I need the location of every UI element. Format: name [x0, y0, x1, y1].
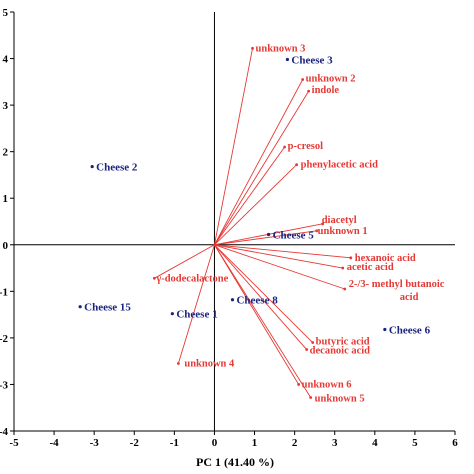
y-tick-label: -1 — [0, 286, 8, 298]
loading-vector — [214, 146, 285, 246]
loading-vector — [214, 48, 253, 245]
loading-vector — [154, 244, 215, 279]
x-tick-label: 4 — [372, 437, 378, 449]
sample-point-cheese-1 — [170, 312, 174, 316]
loading-vector-tip — [295, 163, 299, 167]
loading-vector-tip — [349, 256, 353, 260]
loading-label-2-3-methyl-butanoic-acid: 2-/3- methyl butanoic acid — [349, 279, 445, 303]
x-tick-label: -5 — [9, 437, 19, 449]
loading-vector — [214, 164, 297, 246]
loading-vector — [214, 244, 351, 259]
x-tick-label: 5 — [412, 437, 418, 449]
x-tick-label: 1 — [252, 437, 258, 449]
y-tick-label: 4 — [3, 54, 9, 66]
loading-vector — [214, 230, 317, 246]
loading-vector — [214, 244, 343, 269]
y-tick-label: 0 — [3, 240, 9, 252]
loading-label-phenylacetic-acid: phenylacetic acid — [301, 160, 378, 171]
x-tick-label: 3 — [332, 437, 338, 449]
loading-label-unknown-1: unknown 1 — [318, 226, 368, 237]
loading-label-unknown-3: unknown 3 — [256, 43, 306, 54]
sample-point-cheese-2 — [90, 164, 94, 169]
y-tick-label: 1 — [3, 193, 9, 205]
y-tick-label: -3 — [0, 379, 8, 391]
loading-label-indole: indole — [312, 85, 340, 96]
loading-vector — [214, 244, 313, 343]
sample-label-cheese-15: Cheese 15 — [84, 302, 131, 314]
loading-vector — [214, 244, 312, 398]
x-tick-label: -1 — [170, 437, 179, 449]
sample-point-cheese-3 — [285, 57, 290, 62]
sample-label-cheese-6: Cheese 6 — [389, 325, 431, 337]
sample-point-cheese-5 — [266, 232, 271, 237]
loading-vector-tip — [309, 396, 313, 399]
loading-vector-tip — [343, 287, 347, 291]
loading-label-decanoic-acid: decanoic acid — [310, 346, 371, 357]
sample-point-cheese-6 — [383, 327, 387, 332]
loading-vector — [177, 244, 215, 364]
y-tick-label: -2 — [0, 333, 8, 345]
samples-layer: Cheese 2 Cheese 3 Cheese 5 Cheese 15 Cheese … — [78, 54, 431, 337]
loading-label-unknown-6: unknown 6 — [302, 379, 352, 390]
loading-vector — [214, 90, 310, 246]
loading-label-unknown-2: unknown 2 — [306, 74, 356, 85]
loading-vector — [214, 244, 308, 350]
loading-vector — [214, 79, 304, 245]
x-tick-label: -2 — [130, 437, 140, 449]
loading-vector — [214, 244, 300, 385]
x-tick-label: 0 — [212, 437, 218, 449]
loading-label-p-cresol: p-cresol — [288, 141, 323, 152]
loading-label-hexanoic-acid: hexanoic acid — [355, 253, 416, 264]
loading-vector-tip — [341, 266, 345, 270]
y-tick-label: 3 — [3, 100, 9, 112]
loading-vector-tip — [251, 46, 254, 50]
loading-vector-tip — [297, 383, 301, 386]
sample-label-cheese-1: Cheese 1 — [176, 309, 217, 321]
x-tick-label: -3 — [90, 437, 100, 449]
loading-vector-tip — [315, 229, 319, 233]
loading-vector-tip — [321, 222, 325, 226]
loading-vector — [214, 244, 345, 290]
loading-vector-tip — [311, 341, 315, 344]
loading-vector-tip — [305, 348, 309, 351]
sample-label-cheese-3: Cheese 3 — [291, 54, 333, 66]
y-tick-label: -4 — [0, 426, 8, 438]
sample-point-cheese-15 — [78, 305, 82, 309]
y-tick-label: 2 — [3, 147, 9, 159]
sample-label-cheese-5: Cheese 5 — [273, 230, 315, 242]
y-tick-label: 5 — [3, 7, 9, 19]
loading-vector-tip — [176, 362, 180, 365]
loading-vector-tip — [152, 276, 156, 280]
loading-vector-tip — [301, 78, 305, 81]
x-tick-label: 2 — [292, 437, 298, 449]
sample-point-cheese-8 — [230, 298, 235, 302]
loading-vector-tip — [283, 145, 287, 149]
x-axis-title: PC 1 (41.40 %) — [196, 455, 274, 469]
loading-label-dodecalactone: γ-dodecalactone — [155, 273, 228, 284]
loading-label-butyric-acid: butyric acid — [316, 337, 370, 348]
x-tick-label: -4 — [50, 437, 60, 449]
sample-label-cheese-8: Cheese 8 — [236, 295, 278, 307]
loading-label-acetic-acid: acetic acid — [347, 262, 394, 273]
loading-vector-tip — [307, 89, 311, 93]
sample-label-cheese-2: Cheese 2 — [96, 162, 138, 174]
x-tick-label: 6 — [452, 437, 458, 449]
loading-label-unknown-4: unknown 4 — [184, 358, 235, 369]
loading-label-diacetyl: diacetyl — [322, 215, 357, 226]
loading-label-unknown-5: unknown 5 — [315, 393, 365, 404]
